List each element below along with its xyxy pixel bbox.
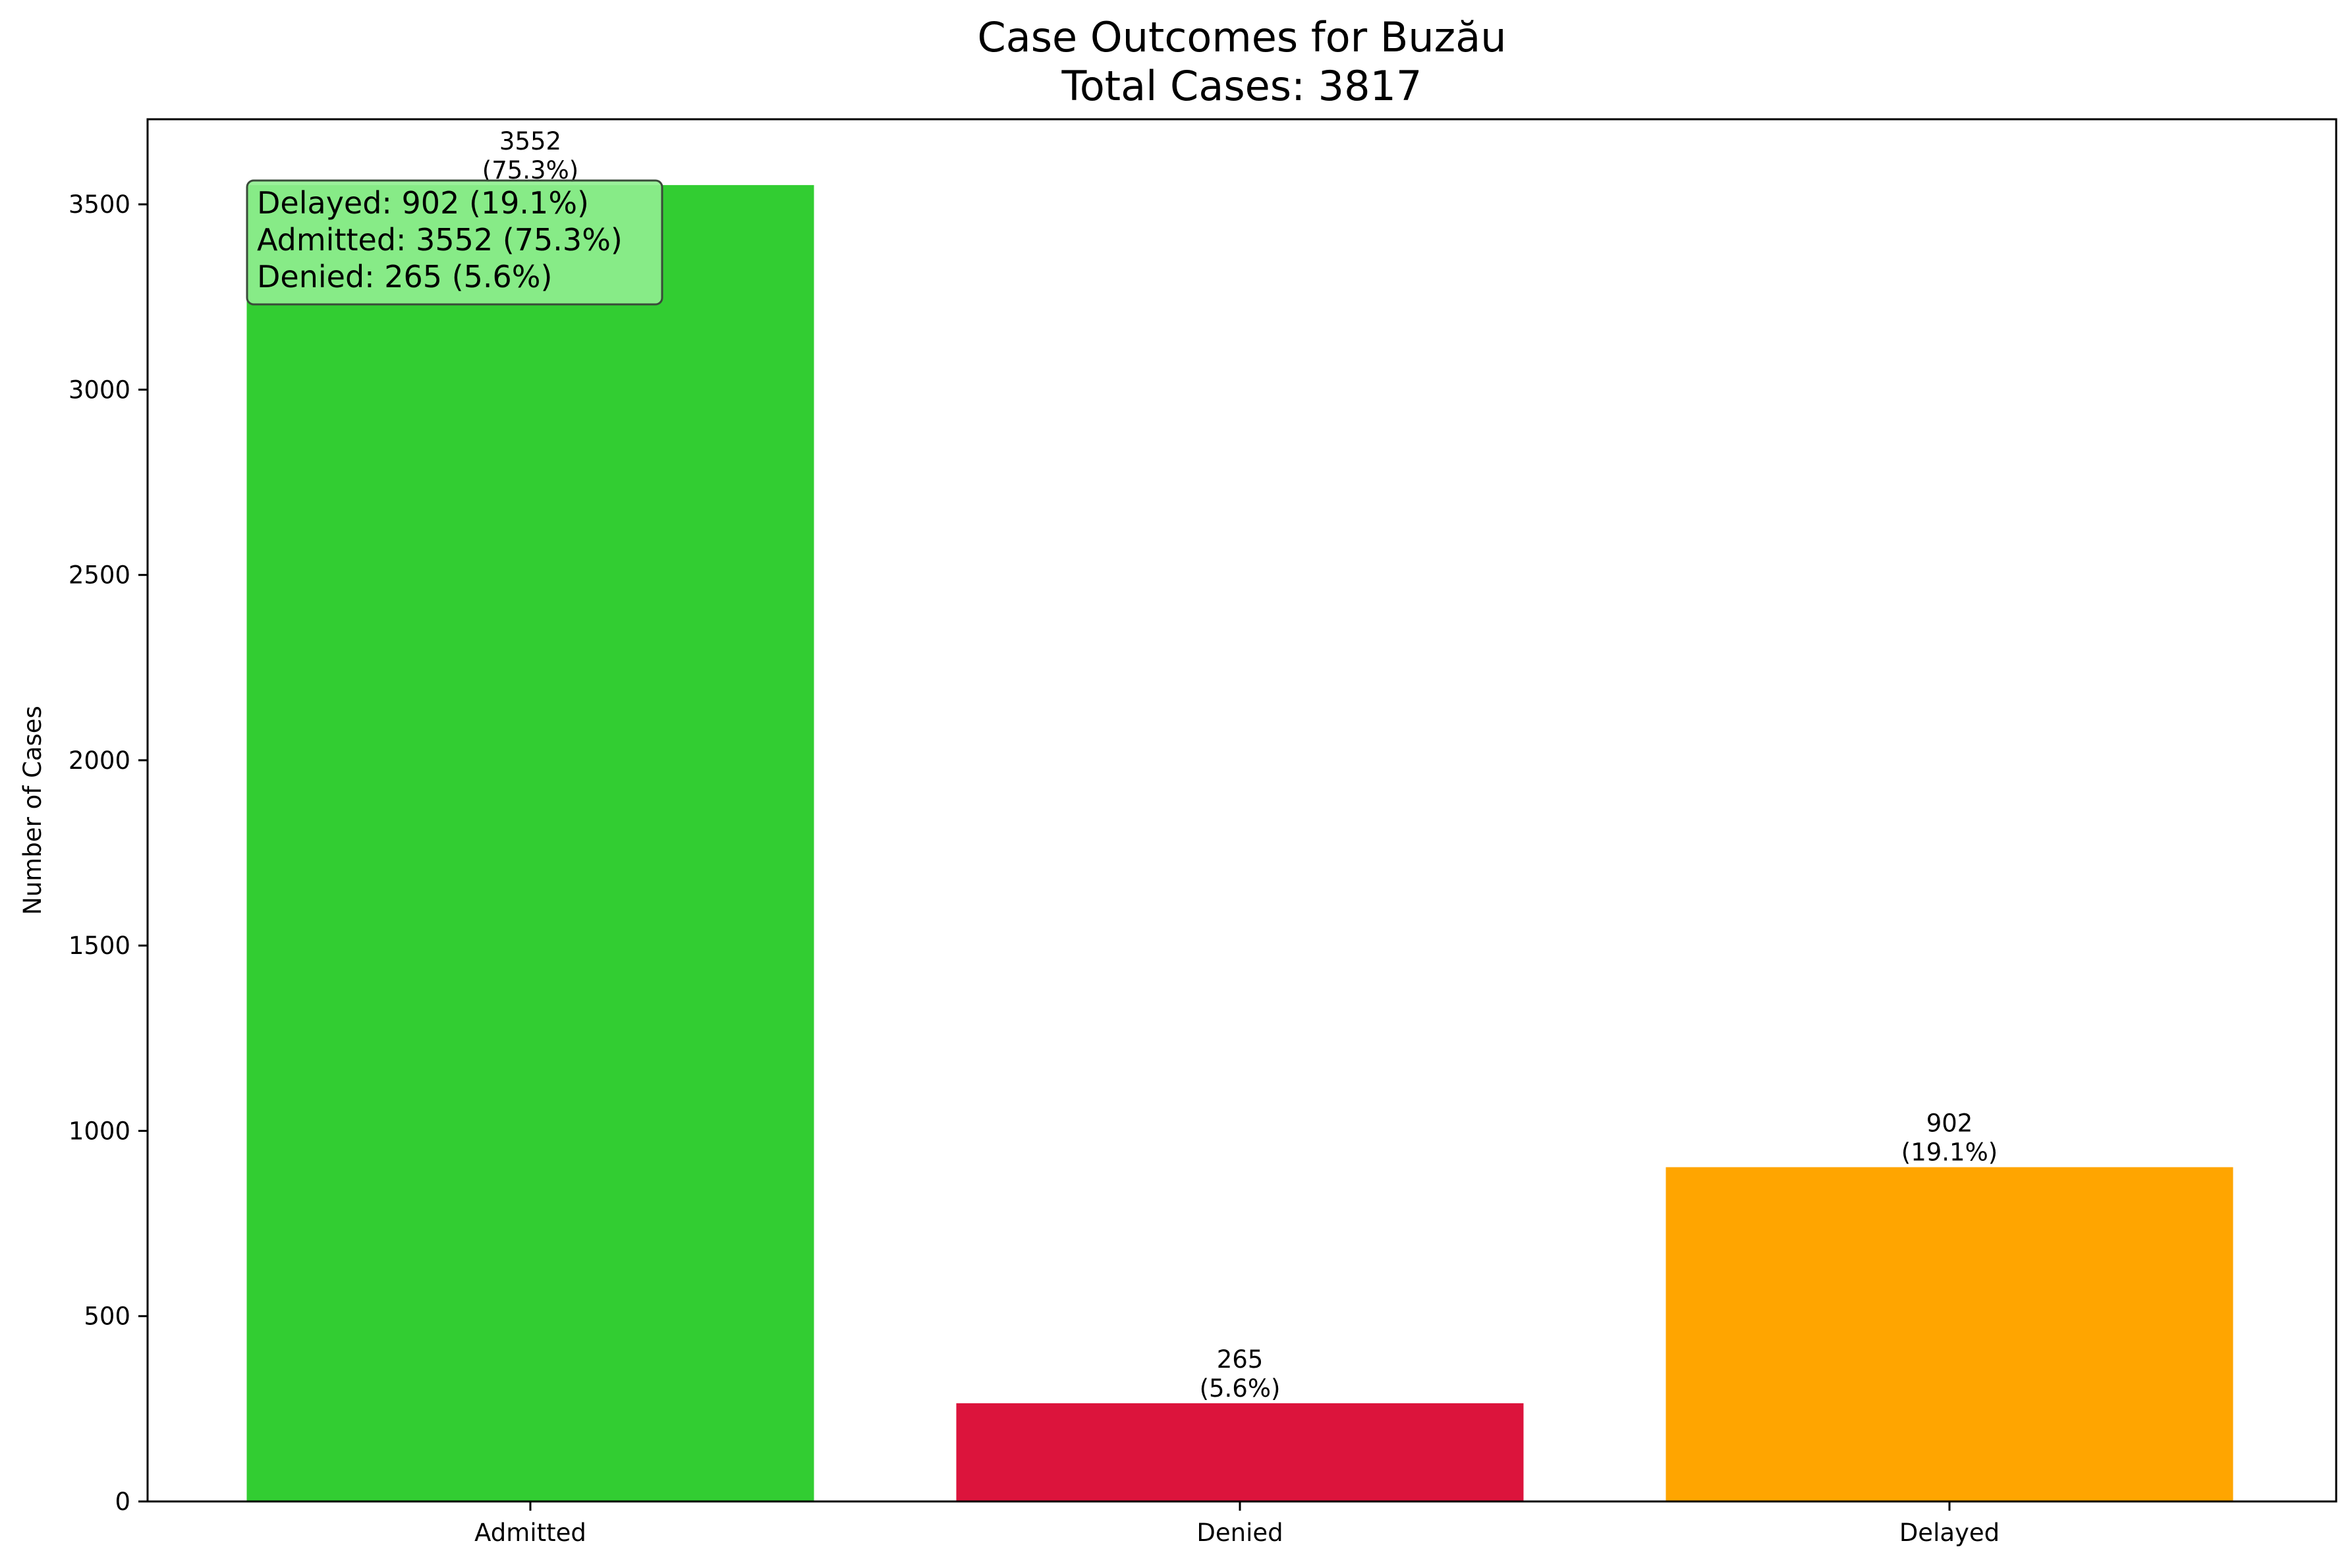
bar-delayed xyxy=(1666,1167,2233,1501)
y-tick-label-3000: 3000 xyxy=(69,376,130,404)
y-axis: 0 500 1000 1500 2000 2500 3000 3500 xyxy=(69,190,148,1516)
annotation-background xyxy=(246,179,663,306)
y-tick-label-3500: 3500 xyxy=(69,190,130,219)
y-tick-label-2500: 2500 xyxy=(69,561,130,590)
bar-denied xyxy=(956,1403,1524,1501)
x-axis: Admitted Denied Delayed xyxy=(474,1501,2000,1547)
x-tick-label-admitted: Admitted xyxy=(474,1519,586,1547)
y-tick-label-2000: 2000 xyxy=(69,746,130,775)
y-tick-label-500: 500 xyxy=(84,1302,130,1331)
y-tick-label-1500: 1500 xyxy=(69,932,130,960)
bar-value-label-denied: 265 xyxy=(1217,1345,1264,1374)
x-tick-label-delayed: Delayed xyxy=(1899,1519,2000,1547)
bar-admitted xyxy=(246,184,814,1501)
x-tick-label-denied: Denied xyxy=(1196,1519,1283,1547)
annotation-box: Delayed: 902 (19.1%) Admitted: 3552 (75.… xyxy=(246,179,663,306)
annotation-line-denied: Denied: 265 (5.6%) xyxy=(257,259,552,294)
bar-value-label-delayed: 902 xyxy=(1926,1109,1973,1138)
bar-labels-layer: 3552(75.3%)265(5.6%)902(19.1%) xyxy=(482,127,1998,1403)
bar-percent-label-delayed: (19.1%) xyxy=(1901,1138,1998,1167)
y-tick-label-0: 0 xyxy=(115,1488,130,1516)
bars-layer xyxy=(246,184,2233,1501)
annotation-line-admitted: Admitted: 3552 (75.3%) xyxy=(257,222,623,258)
y-tick-label-1000: 1000 xyxy=(69,1117,130,1145)
chart-title-line-2: Total Cases: 3817 xyxy=(1061,62,1422,110)
bar-percent-label-denied: (5.6%) xyxy=(1200,1374,1281,1403)
annotation-line-delayed: Delayed: 902 (19.1%) xyxy=(257,185,589,221)
plot-frame xyxy=(146,118,2338,1503)
y-axis-label: Number of Cases xyxy=(18,706,47,915)
chart-title-line-1: Case Outcomes for Buzău xyxy=(977,13,1506,61)
bar-value-label-admitted: 3552 xyxy=(499,127,561,155)
